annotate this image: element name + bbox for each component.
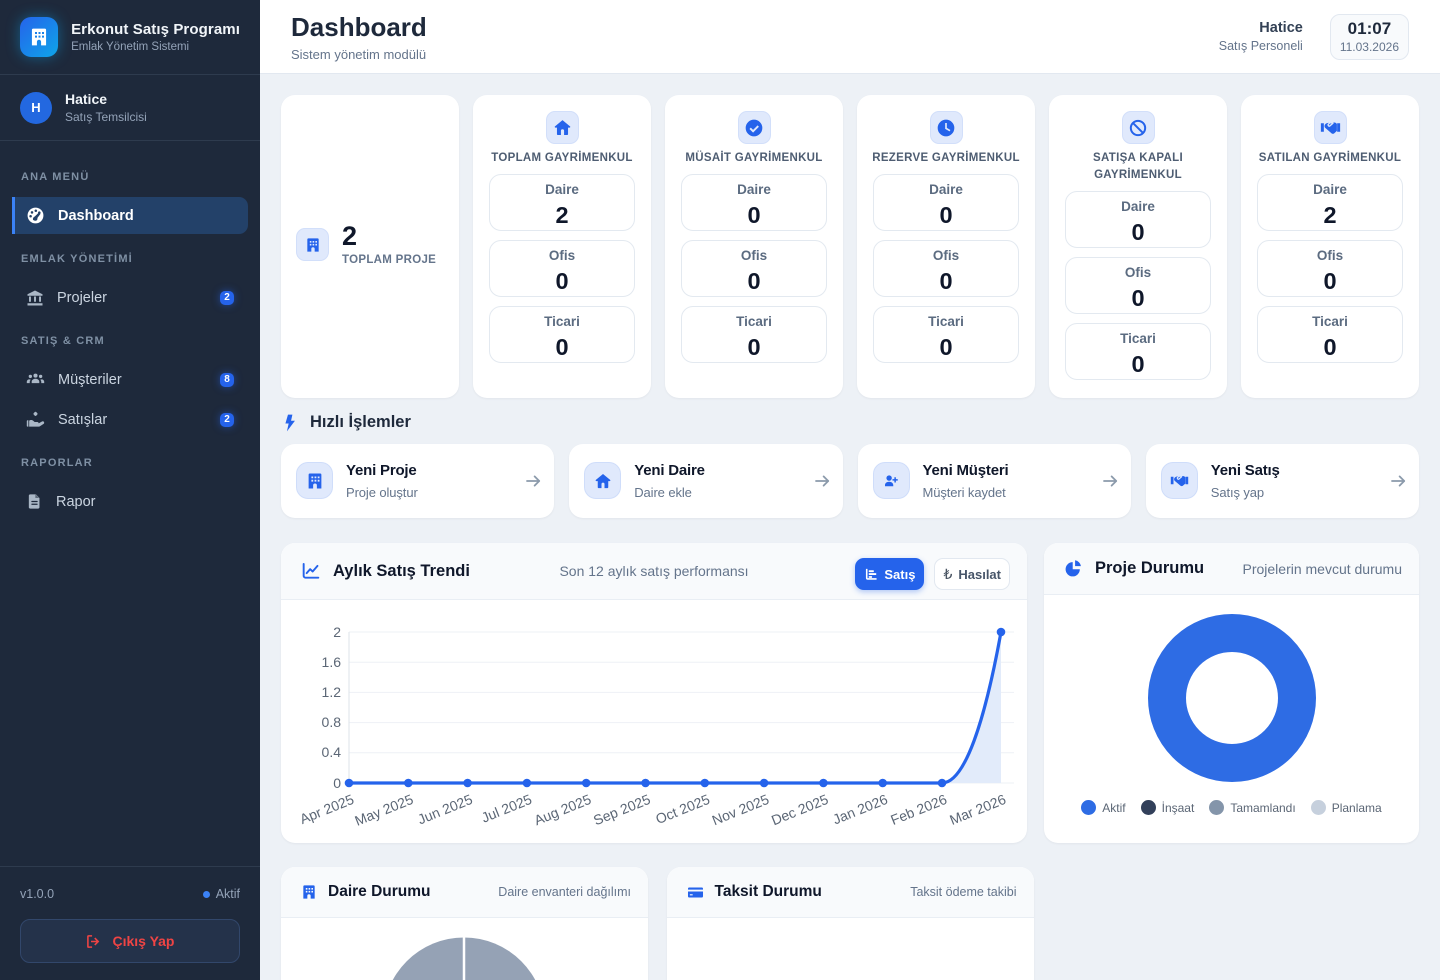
- svg-text:Aug 2025: Aug 2025: [532, 791, 594, 828]
- svg-text:0.8: 0.8: [322, 714, 342, 730]
- svg-text:Sep 2025: Sep 2025: [591, 791, 653, 828]
- svg-text:0: 0: [333, 775, 341, 791]
- svg-text:May 2025: May 2025: [352, 791, 415, 829]
- svg-text:Feb 2026: Feb 2026: [888, 791, 949, 828]
- svg-text:0.4: 0.4: [322, 744, 342, 760]
- svg-text:Mar 2026: Mar 2026: [947, 791, 1008, 828]
- svg-text:2: 2: [333, 624, 341, 640]
- svg-text:Jun 2025: Jun 2025: [415, 791, 475, 827]
- svg-text:Oct 2025: Oct 2025: [653, 791, 712, 827]
- svg-text:Apr 2025: Apr 2025: [297, 791, 356, 827]
- svg-text:Jan 2026: Jan 2026: [830, 791, 890, 827]
- svg-text:1.6: 1.6: [322, 654, 342, 670]
- svg-text:Dec 2025: Dec 2025: [769, 791, 831, 828]
- svg-text:1.2: 1.2: [322, 684, 342, 700]
- svg-text:Jul 2025: Jul 2025: [479, 791, 534, 826]
- svg-text:Nov 2025: Nov 2025: [710, 791, 772, 828]
